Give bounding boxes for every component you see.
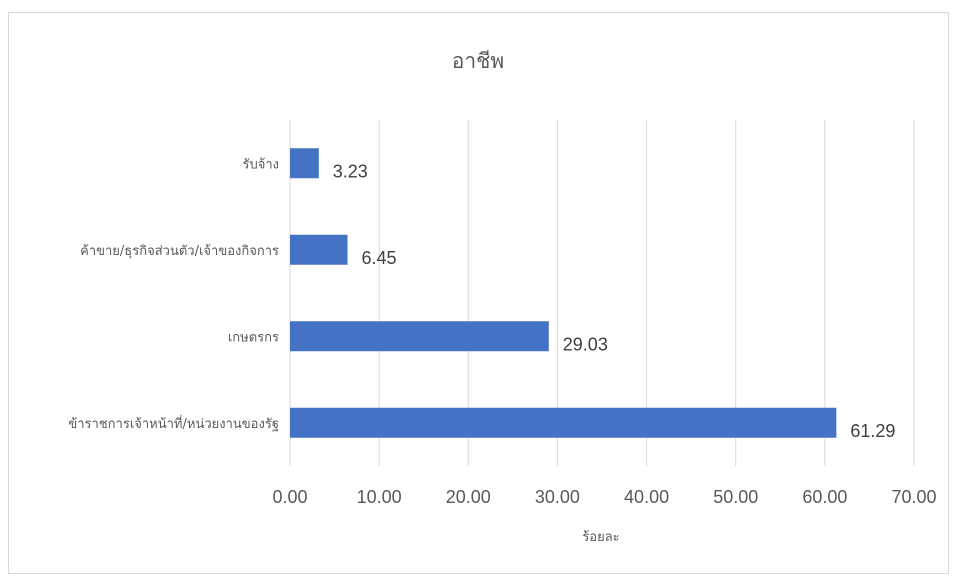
x-axis-ticks: 0.00 10.00 20.00 30.00 40.00 50.00 60.00 70.00 (272, 487, 936, 507)
bar (290, 234, 348, 265)
x-tick-label: 0.00 (272, 487, 307, 507)
x-axis-title: ร้อยละ (582, 530, 619, 545)
bars (290, 148, 837, 438)
category-labels: ข้าราชการเจ้าหน้าที่/หน่วยงานของรัฐ เกษตร… (68, 157, 279, 432)
category-label: เกษตรกร (228, 330, 279, 345)
bar (290, 321, 549, 352)
data-label: 6.45 (361, 248, 396, 268)
x-tick-label: 70.00 (891, 487, 936, 507)
x-tick-label: 10.00 (357, 487, 402, 507)
category-label: ข้าราชการเจ้าหน้าที่/หน่วยงานของรัฐ (68, 415, 279, 432)
category-label: ค้าขาย/ธุรกิจส่วนตัว/เจ้าของกิจการ (80, 244, 279, 259)
category-label: รับจ้าง (243, 157, 280, 172)
x-tick-label: 60.00 (802, 487, 847, 507)
chart-title: อาชีพ (452, 49, 505, 73)
x-tick-label: 20.00 (446, 487, 491, 507)
data-labels: 61.29 29.03 6.45 3.23 (333, 161, 896, 441)
chart-frame (8, 12, 949, 574)
x-tick-label: 30.00 (535, 487, 580, 507)
x-tick-label: 40.00 (624, 487, 669, 507)
bar (290, 148, 319, 179)
data-label: 29.03 (563, 334, 608, 354)
data-label: 61.29 (850, 421, 895, 441)
bar (290, 407, 837, 438)
x-tick-label: 50.00 (713, 487, 758, 507)
data-label: 3.23 (333, 161, 368, 181)
